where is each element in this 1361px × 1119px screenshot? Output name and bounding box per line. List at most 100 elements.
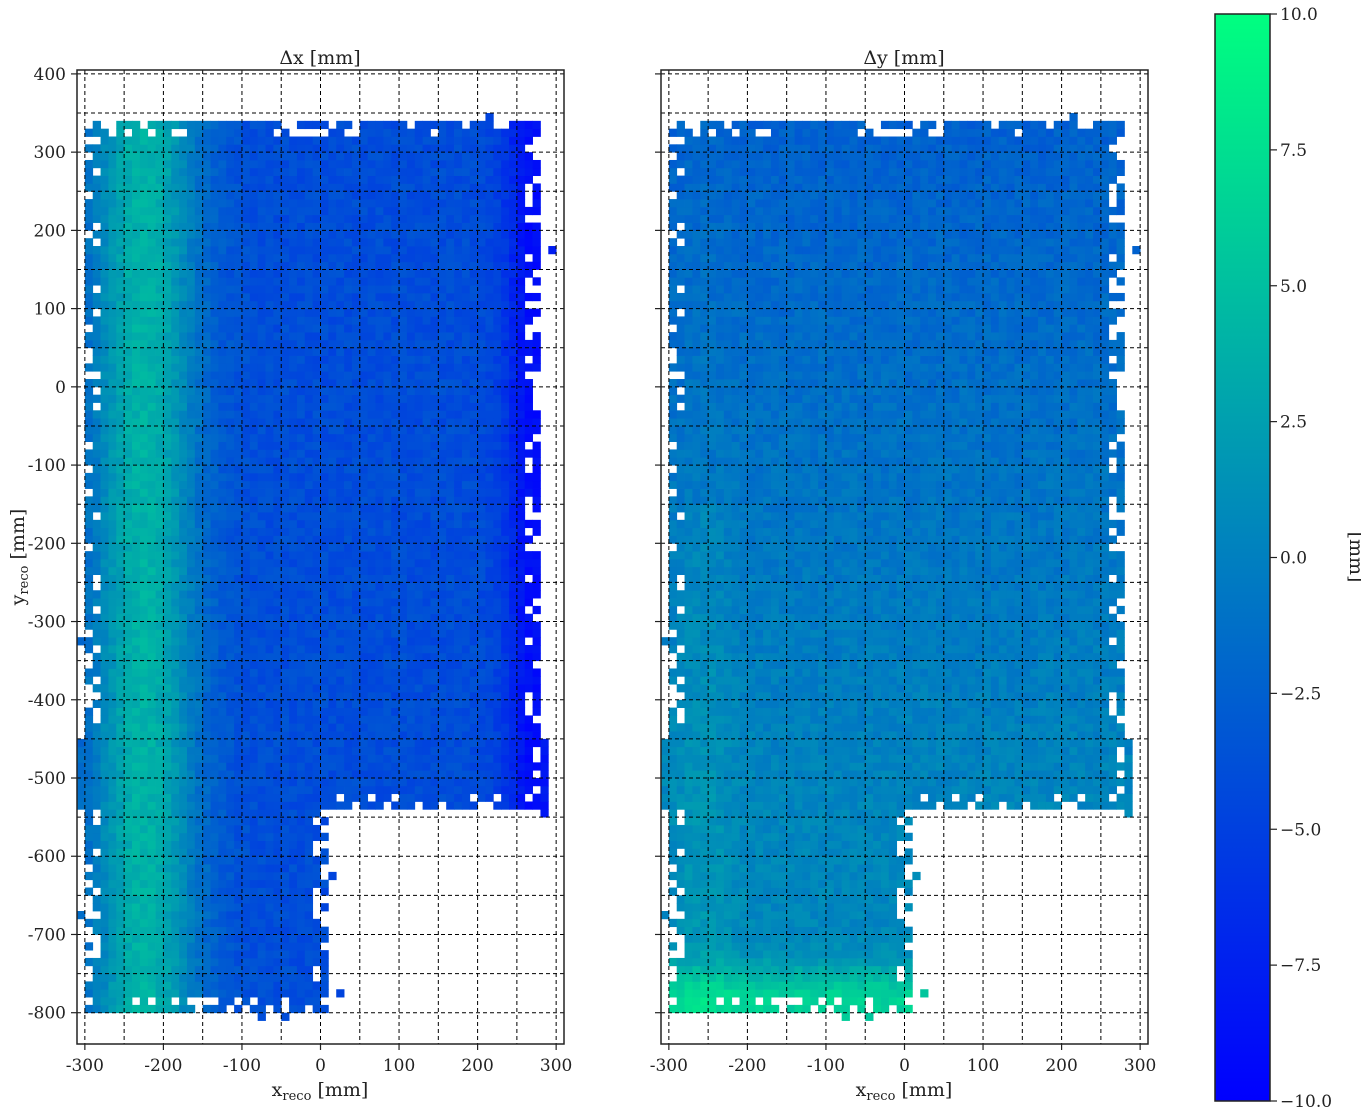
dx-heatmap-cell — [344, 332, 353, 341]
dx-heatmap-cell — [304, 707, 314, 716]
dx-heatmap-cell — [469, 605, 478, 615]
dx-heatmap-cell — [139, 942, 149, 951]
dx-heatmap-cell — [265, 684, 274, 693]
dx-heatmap-cell — [438, 785, 447, 795]
dx-heatmap-cell — [171, 926, 180, 935]
dx-heatmap-cell — [367, 582, 376, 591]
dx-heatmap-cell — [273, 543, 282, 552]
dx-heatmap-cell — [524, 676, 533, 685]
dx-heatmap-cell — [351, 691, 361, 701]
dx-heatmap-cell — [422, 699, 431, 708]
dx-heatmap-cell — [249, 738, 259, 748]
dx-heatmap-cell — [344, 691, 353, 701]
dx-heatmap-cell — [116, 762, 125, 771]
dx-heatmap-cell — [179, 903, 188, 912]
dx-heatmap-cell — [234, 386, 243, 396]
dx-heatmap-cell — [532, 551, 541, 560]
dx-heatmap-cell — [116, 441, 125, 450]
dx-heatmap-cell — [273, 551, 282, 560]
dx-heatmap-cell — [108, 332, 117, 341]
dx-heatmap-cell — [438, 527, 447, 536]
dx-heatmap-cell — [304, 824, 314, 834]
dx-heatmap-cell — [234, 918, 243, 928]
dx-heatmap-cell — [108, 832, 117, 841]
dx-heatmap-cell — [312, 629, 321, 638]
dx-heatmap-cell — [351, 465, 361, 474]
dx-heatmap-cell — [375, 277, 384, 286]
dx-heatmap-cell — [414, 590, 424, 599]
dx-heatmap-cell — [446, 230, 455, 239]
dx-heatmap-cell — [304, 394, 314, 403]
dx-heatmap-cell — [406, 629, 416, 638]
dx-heatmap-cell — [139, 418, 149, 427]
dx-heatmap-cell — [131, 347, 141, 356]
dx-heatmap-cell — [367, 457, 376, 466]
dx-heatmap-cell — [147, 457, 156, 466]
dx-heatmap-cell — [194, 339, 204, 349]
dx-heatmap-cell — [186, 222, 196, 231]
dx-heatmap-cell — [501, 707, 510, 716]
dx-heatmap-cell — [234, 512, 243, 521]
dx-heatmap-cell — [226, 699, 235, 708]
dx-heatmap-cell — [477, 558, 486, 568]
dx-heatmap-cell — [438, 723, 447, 732]
dx-heatmap-cell — [124, 832, 133, 841]
dx-heatmap-cell — [265, 973, 274, 982]
dx-heatmap-cell — [320, 285, 329, 294]
dx-heatmap-cell — [139, 950, 149, 959]
dx-heatmap-cell — [524, 770, 533, 779]
dx-heatmap-cell — [163, 465, 172, 474]
dx-heatmap-cell — [265, 238, 274, 247]
dx-heatmap-cell — [446, 715, 455, 724]
dx-heatmap-cell — [234, 457, 243, 466]
dx-heatmap-cell — [84, 809, 94, 818]
dx-heatmap-cell — [186, 402, 196, 411]
dx-heatmap-cell — [461, 261, 471, 270]
dx-heatmap-cell — [446, 504, 455, 513]
dx-heatmap-cell — [210, 699, 219, 708]
dx-heatmap-cell — [320, 332, 329, 341]
dx-heatmap-cell — [289, 668, 298, 677]
dx-heatmap-cell — [273, 566, 282, 575]
dx-heatmap-cell — [344, 699, 353, 708]
dx-heatmap-cell — [179, 926, 188, 935]
dx-heatmap-cell — [210, 965, 219, 974]
dx-heatmap-cell — [147, 598, 156, 607]
dx-heatmap-cell — [359, 425, 369, 435]
dx-heatmap-cell — [155, 472, 164, 482]
dx-heatmap-cell — [461, 707, 471, 716]
dx-heatmap-cell — [281, 324, 290, 333]
dx-heatmap-cell — [116, 746, 125, 755]
dx-heatmap-cell — [375, 707, 384, 716]
dx-heatmap-cell — [273, 715, 282, 724]
dx-heatmap-cell — [139, 926, 149, 935]
dx-heatmap-cell — [249, 441, 259, 450]
dx-heatmap-cell — [84, 590, 94, 599]
dx-heatmap-cell — [320, 277, 329, 286]
dx-heatmap-cell — [344, 300, 353, 310]
dx-heatmap-cell — [218, 363, 227, 372]
dx-heatmap-cell — [265, 957, 274, 967]
dx-heatmap-cell — [446, 308, 455, 317]
dx-heatmap-cell — [273, 363, 282, 372]
dx-heatmap-cell — [296, 691, 306, 701]
dx-heatmap-cell — [108, 551, 117, 560]
dx-heatmap-cell — [249, 715, 259, 724]
dx-heatmap-cell — [163, 332, 172, 341]
dx-heatmap-cell — [391, 230, 400, 239]
dx-heatmap-cell — [194, 425, 204, 435]
dx-heatmap-cell — [139, 269, 149, 278]
dx-heatmap-cell — [257, 339, 266, 349]
dx-heatmap-cell — [218, 848, 227, 857]
dx-heatmap-cell — [320, 965, 329, 974]
dx-heatmap-cell — [461, 684, 471, 693]
dx-heatmap-cell — [454, 457, 463, 466]
dx-heatmap-cell — [383, 566, 392, 575]
dx-heatmap-cell — [430, 441, 439, 450]
dx-heatmap-cell — [391, 433, 400, 442]
dx-heatmap-cell — [304, 519, 314, 529]
dx-heatmap-cell — [194, 269, 204, 278]
dx-heatmap-cell — [92, 895, 101, 904]
dx-heatmap-cell — [234, 253, 243, 263]
dx-heatmap-cell — [289, 926, 298, 935]
